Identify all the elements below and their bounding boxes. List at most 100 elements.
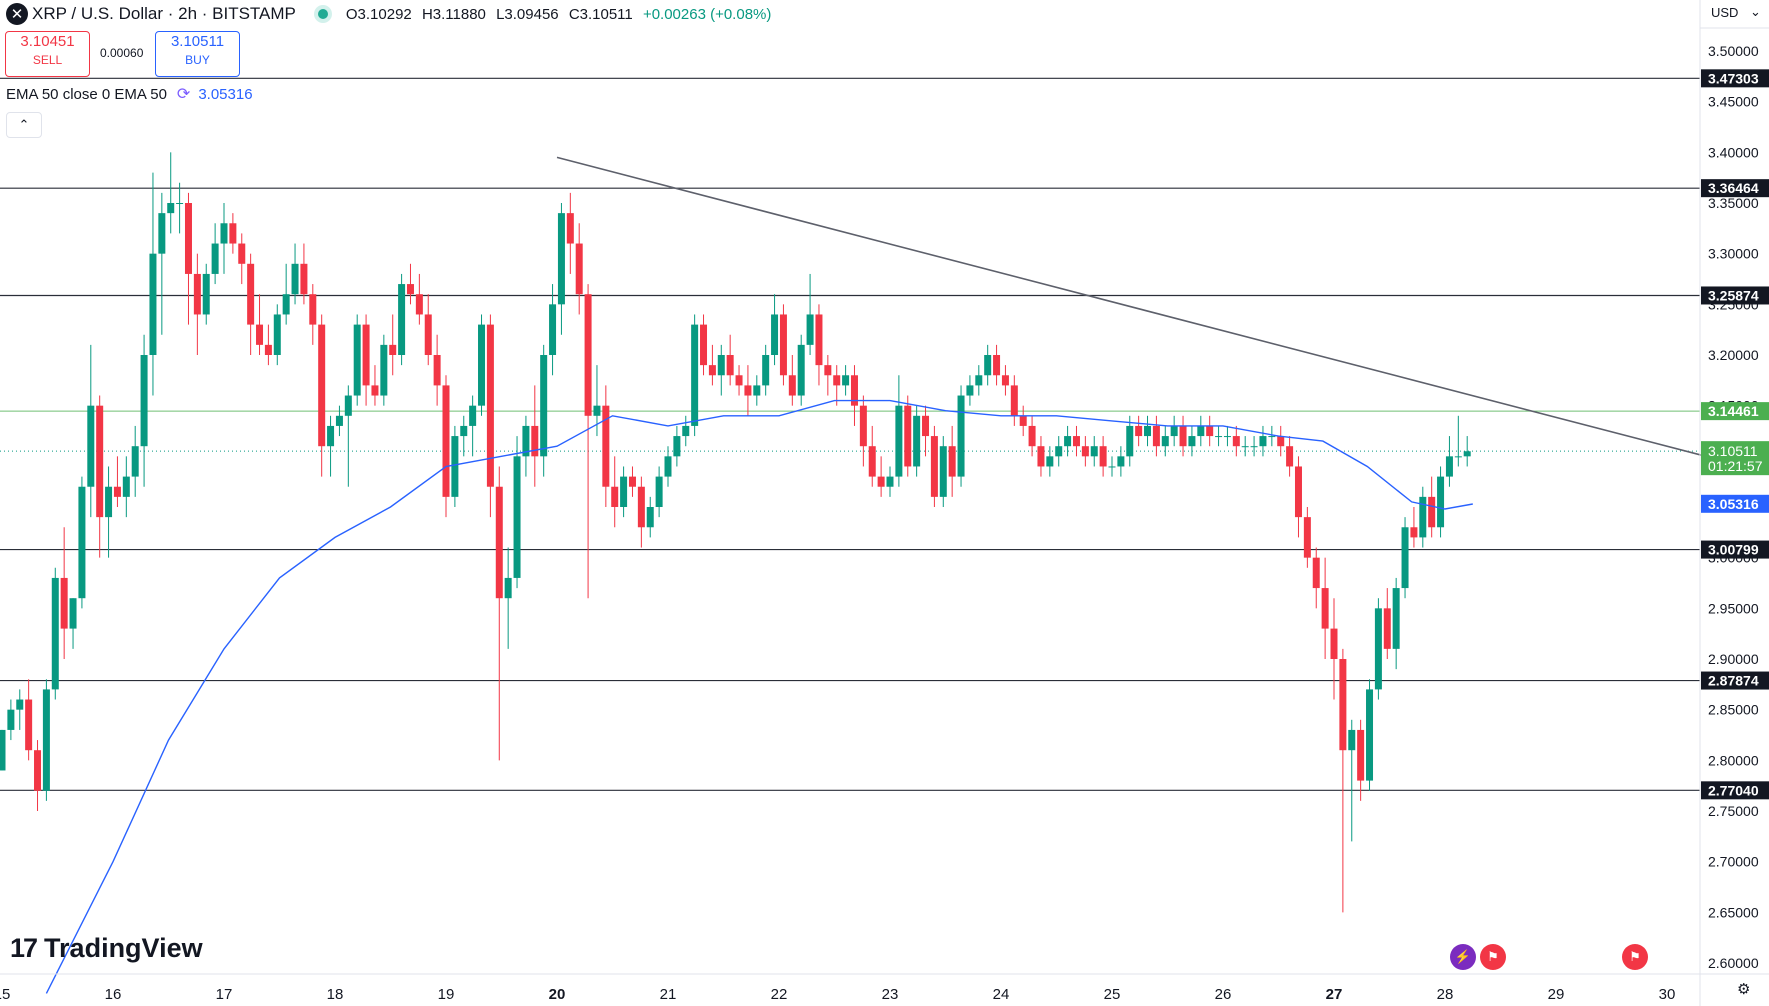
time-axis[interactable]: 15 16 17 18 19 20 21 22 23 24 25 26 27 28 29 30 [0,973,1769,1003]
candle-body [176,203,184,204]
chevron-up-icon: ⌃ [18,117,30,132]
candle-body [380,344,388,396]
collapse-legend-button[interactable]: ⌃ [6,112,42,138]
us-flag-event-icon-2[interactable]: ⚑ [1622,944,1648,970]
x-tick-label: 19 [438,986,455,1003]
candle-body [859,405,867,447]
candle-body [105,486,113,518]
open-value: O3.10292 [345,5,412,23]
x-tick-label: 29 [1548,986,1565,1003]
candle-body [1259,436,1267,447]
candle-body [904,405,912,467]
candle-body [726,355,734,376]
candle-body [602,405,610,487]
candle-body [1055,446,1063,457]
candle-body [1428,496,1436,528]
y-tick-label: 2.90000 [1708,651,1759,667]
level-label: 3.00799 [1708,542,1759,558]
candle-body [700,324,708,366]
candle-body [833,375,841,386]
candle-body [344,395,352,416]
tradingview-logo: 17 TradingView [10,933,203,964]
candle-body [442,385,450,497]
candle-body [1419,496,1427,538]
settings-gear-icon[interactable]: ⚙ [1737,981,1751,998]
level-label: 3.47303 [1708,70,1759,86]
y-tick-label: 3.45000 [1708,94,1759,110]
candle-body [762,355,770,386]
candle-body [1312,557,1320,589]
lightning-event-icon[interactable]: ⚡ [1450,944,1476,970]
chevron-down-icon[interactable]: ⌄ [1750,4,1761,19]
price-axis[interactable]: 2.60000 2.65000 2.70000 2.75000 2.80000 2.850… [1699,0,1769,1006]
currency-selector[interactable]: USD [1711,5,1739,20]
y-tick-label: 2.80000 [1708,752,1759,768]
candle-body [451,436,459,497]
candle-body [1188,436,1196,447]
candle-body [913,415,921,467]
candle-body [167,203,175,214]
candle-body [922,415,930,437]
candle-body [1357,729,1365,781]
candle-body [682,425,690,437]
symbol-title[interactable]: XRP / U.S. Dollar · 2h · BITSTAMP [32,4,296,23]
candle-body [948,446,956,477]
y-tick-label: 2.85000 [1708,702,1759,718]
candle-body [1072,436,1080,447]
candle-body [371,385,379,396]
candle-body [930,436,938,497]
candle-body [1161,436,1169,447]
y-tick-label: 3.40000 [1708,144,1759,160]
candle-body [531,425,539,457]
candle-body [522,425,530,457]
candle-body [1037,446,1045,467]
level-label-bg [1701,69,1769,88]
y-tick-label: 2.75000 [1708,803,1759,819]
candle-body [1294,466,1302,518]
candle-body [25,699,33,751]
level-label-bg [1701,402,1769,421]
us-flag-event-icon[interactable]: ⚑ [1480,944,1506,970]
candle-body [1206,425,1214,437]
candle-body [318,324,326,447]
level-label-bg [1701,540,1769,559]
ema-layer [45,399,1473,994]
candle-body [549,304,557,355]
candle-body [797,344,805,396]
candle-body [984,355,992,376]
candle-body [220,223,228,244]
candle-body [362,324,370,386]
candle-body [353,324,361,396]
candle-body [611,486,619,507]
x-tick-label: 17 [216,986,233,1003]
refresh-icon[interactable]: ⟳ [176,86,191,103]
candle-body [673,436,681,457]
candle-body [1463,451,1471,457]
level-label-bg [1701,179,1769,198]
candle-body [1001,375,1009,386]
candle-body [1392,588,1400,649]
x-tick-label: 30 [1659,986,1676,1003]
candle-body [149,253,157,355]
level-label: 3.25874 [1708,287,1759,303]
candle-body [51,577,59,690]
candle-body [478,324,486,406]
current-price-bg [1701,441,1769,476]
candle-body [238,243,246,264]
level-label-bg [1701,781,1769,800]
candle-body [1019,415,1027,426]
candle-body [1010,385,1018,416]
ema-legend[interactable]: EMA 50 close 0 EMA 50 ⟳ 3.05316 [6,84,253,104]
candle-body [140,355,148,447]
buy-button[interactable]: 3.10511 BUY [155,31,240,77]
candle-body [628,476,636,487]
candle-body [1135,425,1143,437]
sell-price: 3.10451 [20,33,75,50]
ema-value: 3.05316 [198,85,253,103]
buy-price: 3.10511 [170,33,225,50]
sell-button[interactable]: 3.10451 SELL [5,31,90,77]
x-tick-label: 28 [1437,986,1454,1003]
candle-body [486,324,494,487]
low-value: L3.09456 [496,5,559,23]
